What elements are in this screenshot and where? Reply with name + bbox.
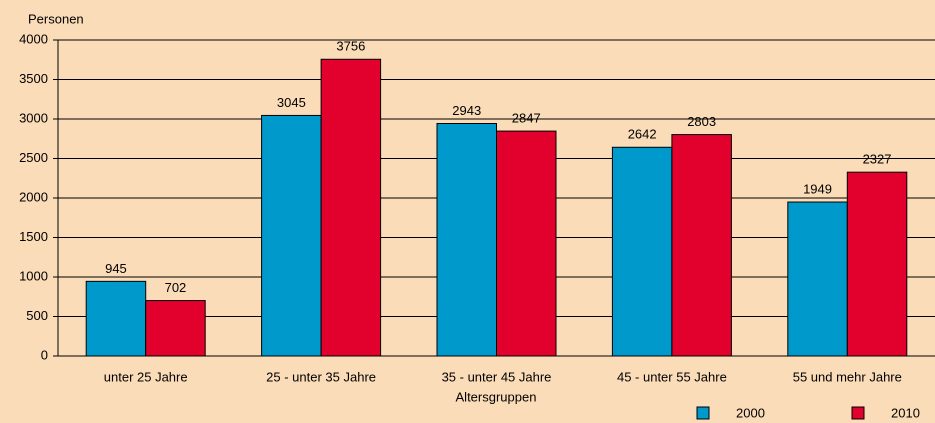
value-label: 2803 <box>687 114 716 129</box>
y-tick-label: 2500 <box>19 150 48 165</box>
legend-swatch <box>696 406 710 420</box>
value-label: 2943 <box>452 103 481 118</box>
value-label: 3756 <box>336 39 365 54</box>
bar <box>611 146 673 357</box>
value-label: 2642 <box>628 127 657 142</box>
legend-label: 2010 <box>891 405 920 420</box>
y-axis-label: Personen <box>28 11 84 26</box>
bar <box>671 134 732 357</box>
bar <box>787 201 848 357</box>
bar <box>261 114 322 357</box>
y-tick-label: 3500 <box>19 71 48 86</box>
y-tick-label: 2000 <box>19 189 48 204</box>
y-tick-label: 3000 <box>19 110 48 125</box>
value-label: 1949 <box>803 181 832 196</box>
bar <box>436 123 497 357</box>
legend-label: 2000 <box>736 405 765 420</box>
bar <box>846 171 908 357</box>
bar <box>85 280 147 357</box>
value-label: 945 <box>105 261 127 276</box>
y-tick-label: 500 <box>26 308 48 323</box>
bar <box>145 300 206 357</box>
x-tick-label: 45 - unter 55 Jahre <box>617 369 727 384</box>
value-label: 702 <box>165 280 187 295</box>
y-tick-label: 1000 <box>19 268 48 283</box>
y-tick-label: 0 <box>41 347 48 362</box>
y-tick-label: 4000 <box>19 31 48 46</box>
value-label: 2847 <box>512 111 541 126</box>
bar <box>496 130 557 357</box>
value-label: 2327 <box>863 152 892 167</box>
bar <box>320 58 382 357</box>
y-tick-label: 1500 <box>19 229 48 244</box>
x-tick-label: 25 - unter 35 Jahre <box>266 369 376 384</box>
value-label: 3045 <box>277 95 306 110</box>
x-tick-label: unter 25 Jahre <box>104 369 188 384</box>
legend-swatch <box>851 406 865 420</box>
x-tick-label: 35 - unter 45 Jahre <box>442 369 552 384</box>
x-axis-label: Altersgruppen <box>456 389 537 404</box>
x-tick-label: 55 und mehr Jahre <box>793 369 902 384</box>
